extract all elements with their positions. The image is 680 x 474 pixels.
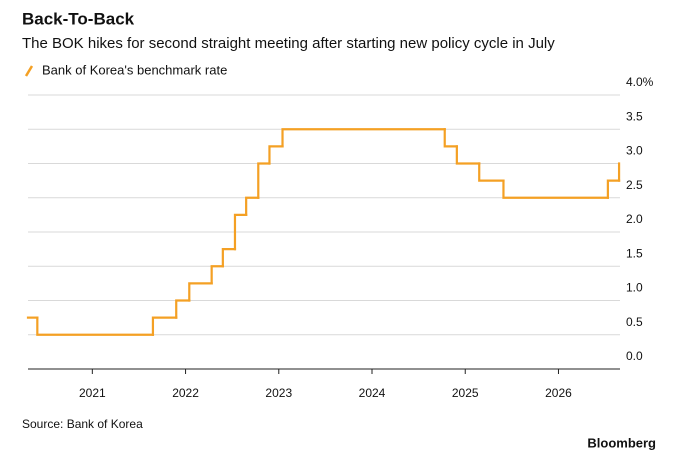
rate-step bbox=[281, 128, 446, 148]
rate-step bbox=[221, 248, 237, 268]
rate-step bbox=[188, 282, 213, 302]
x-tick-label: 2021 bbox=[79, 386, 106, 400]
rate-step bbox=[245, 196, 260, 216]
source-note: Source: Bank of Korea bbox=[22, 417, 143, 431]
x-tick-label: 2026 bbox=[545, 386, 572, 400]
rate-step bbox=[478, 162, 505, 182]
y-tick-label: 2.0 bbox=[626, 212, 643, 226]
legend-label: Bank of Korea's benchmark rate bbox=[42, 62, 227, 77]
y-tick-label: 2.5 bbox=[626, 178, 643, 192]
rate-step bbox=[502, 179, 609, 199]
rate-step bbox=[606, 179, 621, 199]
rate-step bbox=[443, 128, 458, 148]
rate-step bbox=[210, 265, 224, 285]
legend-swatch bbox=[24, 65, 34, 77]
rate-step bbox=[151, 316, 178, 336]
rate-step bbox=[36, 316, 155, 336]
y-tick-label: 0.0 bbox=[626, 349, 643, 363]
chart-subtitle: The BOK hikes for second straight meetin… bbox=[22, 35, 555, 52]
chart-title: Back-To-Back bbox=[22, 9, 135, 28]
y-tick-label: 3.0 bbox=[626, 144, 643, 158]
x-tick-label: 2022 bbox=[172, 386, 199, 400]
rate-step bbox=[175, 299, 191, 319]
rate-step bbox=[268, 145, 284, 165]
y-tick-label: 1.5 bbox=[626, 246, 643, 260]
x-tick-label: 2025 bbox=[452, 386, 479, 400]
rate-step bbox=[233, 213, 248, 251]
y-tick-label: 4.0% bbox=[626, 75, 654, 89]
rate-step bbox=[257, 162, 271, 199]
x-tick-label: 2023 bbox=[265, 386, 292, 400]
y-tick-label: 0.5 bbox=[626, 315, 643, 329]
y-tick-label: 1.0 bbox=[626, 281, 643, 295]
rate-step bbox=[455, 145, 481, 165]
brand: Bloomberg bbox=[587, 435, 656, 450]
x-tick-label: 2024 bbox=[359, 386, 386, 400]
y-tick-label: 3.5 bbox=[626, 109, 643, 123]
